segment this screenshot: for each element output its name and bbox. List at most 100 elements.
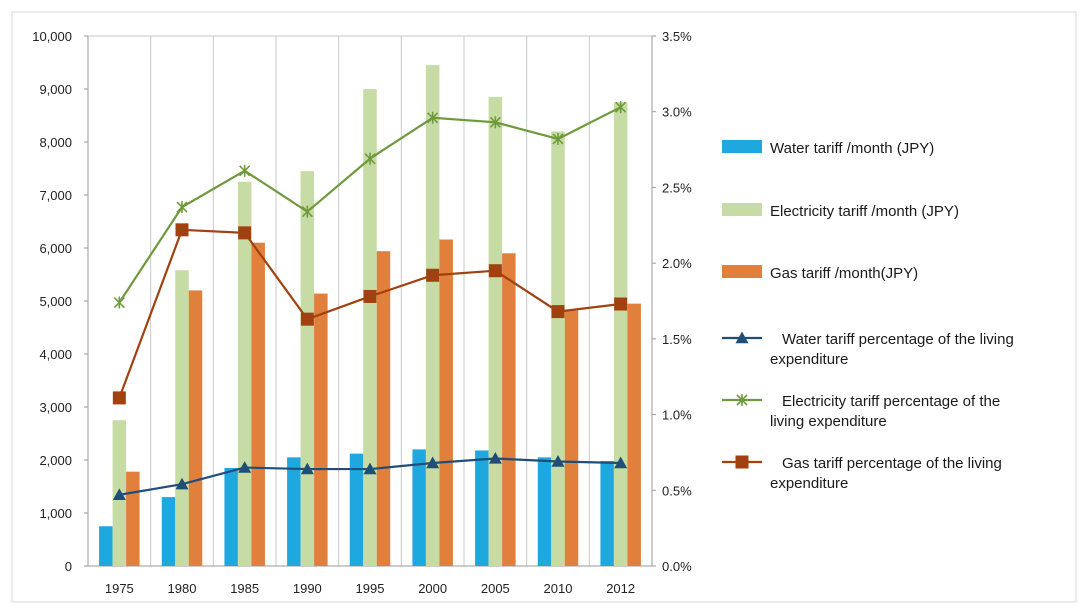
gas-percentage-point — [488, 264, 502, 278]
legend-label-line: expenditure — [770, 351, 848, 368]
electricity-percentage-point — [552, 132, 564, 145]
electricity-percentage-point — [489, 116, 501, 129]
electricity-percentage-point — [176, 201, 188, 214]
x-tick-label: 1990 — [293, 581, 322, 596]
gas-tariff-bar — [439, 239, 453, 566]
electricity-tariff-bar — [175, 270, 189, 566]
y-right-tick-label: 1.0% — [662, 408, 692, 423]
lines — [112, 101, 628, 501]
gas-percentage-point — [300, 312, 314, 326]
water-tariff-bar-legend-swatch — [722, 140, 762, 153]
axes: 0 1,000 2,000 3,000 4,000 5,000 6,000 7,000 8,00… — [32, 29, 692, 596]
y-right-tick-label: 2.0% — [662, 256, 692, 271]
y-left-tick-label: 5,000 — [39, 294, 72, 309]
x-tick-label: 2010 — [544, 581, 573, 596]
legend-label: Gas tariff percentage of the living expen… — [770, 455, 1002, 492]
legend-label-line: Electricity tariff /month (JPY) — [770, 203, 959, 220]
legend-label-line: Water tariff percentage of the living — [782, 331, 1014, 348]
gas-percentage-point — [426, 268, 440, 282]
x-tick-label: 2012 — [606, 581, 635, 596]
electricity-percentage-point — [615, 101, 627, 114]
electricity-tariff-bar — [300, 171, 315, 566]
water-tariff-bar — [475, 450, 489, 566]
electricity-percentage-point — [113, 296, 125, 309]
electricity-percentage-point — [427, 111, 439, 124]
gas-percentage-point — [175, 223, 189, 237]
y-left-tick-label: 8,000 — [39, 135, 72, 150]
legend-label: Electricity tariff percentage of the livi… — [770, 393, 1000, 430]
legend-label-line: living expenditure — [770, 413, 887, 430]
electricity-tariff-bar-legend-swatch — [722, 203, 762, 216]
y-right-tick-label: 1.5% — [662, 332, 692, 347]
gas-tariff-bar — [627, 303, 641, 566]
x-tick-label: 1995 — [356, 581, 385, 596]
water-percentage-legend-marker — [735, 331, 749, 344]
gas-percentage-point — [614, 297, 628, 311]
y-left-tick-label: 3,000 — [39, 400, 72, 415]
x-tick-label: 1975 — [105, 581, 134, 596]
electricity-tariff-bar — [363, 89, 377, 566]
x-tick-label: 2005 — [481, 581, 510, 596]
electricity-percentage-point — [364, 152, 376, 165]
legend: Water tariff /month (JPY) Electricity tar… — [722, 140, 1014, 492]
y-right-tick-label: 0.5% — [662, 483, 692, 498]
water-percentage-point — [300, 462, 314, 475]
y-left-tick-label: 2,000 — [39, 453, 72, 468]
water-tariff-bar — [349, 453, 364, 566]
gas-tariff-bar — [564, 310, 579, 566]
y-left-tick-label: 10,000 — [32, 29, 72, 44]
water-percentage-point — [112, 488, 126, 501]
water-tariff-bar — [412, 449, 426, 566]
legend-label-line: Gas tariff /month(JPY) — [770, 265, 918, 282]
legend-label: Water tariff /month (JPY) — [770, 140, 934, 157]
electricity-tariff-bar — [551, 131, 565, 566]
water-tariff-bar — [224, 467, 238, 566]
y-right-tick-label: 3.5% — [662, 29, 692, 44]
legend-label-line: expenditure — [770, 475, 848, 492]
gas-tariff-bar — [188, 290, 203, 566]
water-tariff-bar — [537, 457, 552, 566]
x-tick-label: 2000 — [418, 581, 447, 596]
chart-border — [11, 11, 1077, 603]
gas-tariff-bar — [314, 293, 328, 566]
gas-percentage-point — [112, 391, 126, 405]
y-left-tick-label: 4,000 — [39, 347, 72, 362]
water-percentage-point — [175, 477, 189, 490]
y-right-tick-label: 0.0% — [662, 559, 692, 574]
water-percentage-point — [363, 462, 377, 475]
y-left-tick-label: 1,000 — [39, 506, 72, 521]
electricity-percentage-legend-marker — [736, 394, 748, 406]
electricity-percentage-point — [301, 205, 313, 218]
bars — [99, 65, 641, 567]
y-left-tick-label: 0 — [65, 559, 72, 574]
electricity-tariff-bar — [613, 102, 628, 566]
gas-tariff-bar — [502, 253, 516, 567]
legend-label: Electricity tariff /month (JPY) — [770, 203, 959, 220]
y-left-tick-label: 7,000 — [39, 188, 72, 203]
gas-percentage-legend-marker — [735, 455, 749, 469]
legend-label-line: Electricity tariff percentage of the — [782, 393, 1000, 410]
gas-tariff-bar — [376, 251, 391, 566]
water-tariff-bar — [287, 457, 301, 566]
gas-percentage-point — [238, 226, 252, 240]
water-tariff-bar — [99, 526, 113, 566]
legend-label-line: Water tariff /month (JPY) — [770, 140, 934, 157]
y-left-tick-label: 6,000 — [39, 241, 72, 256]
water-percentage-point — [238, 461, 252, 473]
legend-label: Water tariff percentage of the living exp… — [770, 331, 1014, 368]
water-percentage-point — [551, 455, 565, 467]
y-left-tick-label: 9,000 — [39, 82, 72, 97]
y-right-tick-label: 2.5% — [662, 180, 692, 195]
gas-tariff-bar — [251, 242, 265, 566]
water-percentage-point — [426, 456, 440, 469]
gas-percentage-point — [551, 305, 565, 319]
water-percentage-point — [488, 451, 502, 464]
water-tariff-bar — [600, 461, 614, 566]
x-tick-label: 1985 — [230, 581, 259, 596]
electricity-percentage-point — [239, 164, 251, 177]
electricity-tariff-bar — [425, 65, 440, 567]
legend-label: Gas tariff /month(JPY) — [770, 265, 918, 282]
gas-tariff-bar — [126, 471, 140, 566]
